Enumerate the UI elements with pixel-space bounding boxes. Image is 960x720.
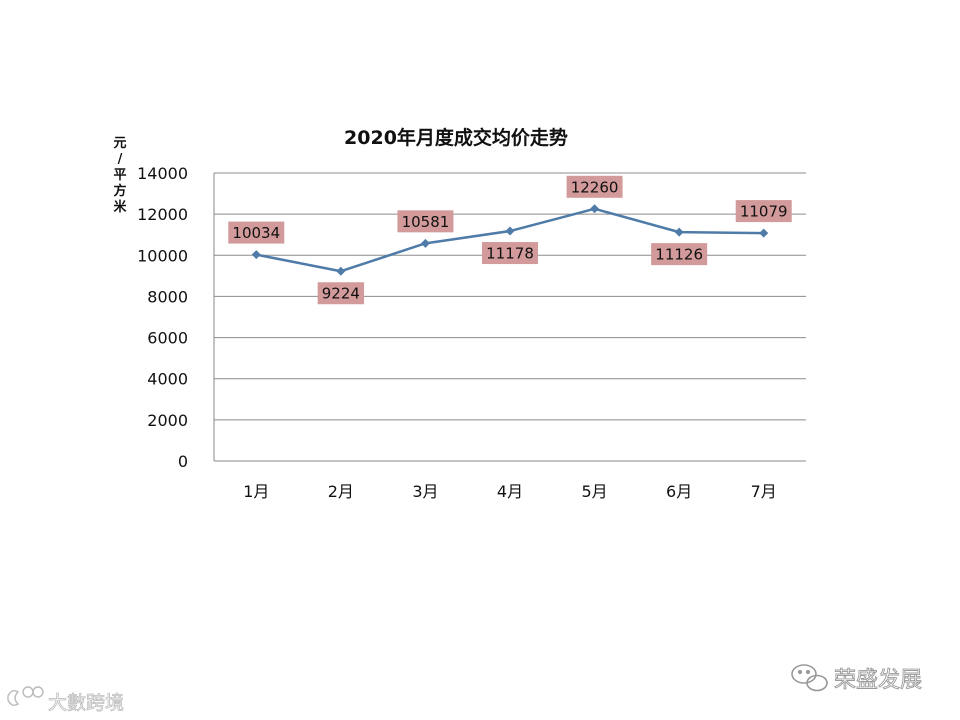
watermark-left-text: 大數跨境 bbox=[48, 692, 124, 714]
y-tick-label: 14000 bbox=[137, 164, 188, 183]
y-axis-label: 元/平方米 bbox=[113, 136, 127, 215]
data-label: 11178 bbox=[482, 242, 538, 265]
data-point bbox=[251, 250, 261, 260]
y-axis-label-char: / bbox=[118, 152, 123, 167]
data-label: 9224 bbox=[317, 282, 365, 305]
data-label-box bbox=[651, 243, 708, 266]
data-label-text: 9224 bbox=[322, 285, 360, 303]
y-tick-label: 2000 bbox=[147, 411, 188, 430]
y-axis-label-char: 方 bbox=[113, 183, 126, 199]
data-label: 11126 bbox=[651, 243, 708, 266]
data-label-text: 11126 bbox=[655, 246, 703, 264]
y-axis-label-char: 平 bbox=[113, 168, 126, 183]
data-label-box bbox=[735, 200, 792, 223]
data-label-text: 12260 bbox=[571, 178, 619, 196]
x-tick-label: 5月 bbox=[581, 482, 607, 501]
data-point bbox=[590, 204, 600, 214]
x-tick-label: 7月 bbox=[751, 482, 777, 501]
x-tick-label: 2月 bbox=[328, 482, 354, 501]
data-point bbox=[674, 227, 684, 237]
x-tick-label: 6月 bbox=[666, 482, 692, 501]
data-point bbox=[505, 226, 515, 236]
x-axis-ticks: 1月 2月 3月 4月 5月 6月 7月 bbox=[243, 482, 777, 501]
data-label: 10034 bbox=[228, 221, 285, 244]
data-label: 11079 bbox=[735, 200, 792, 223]
wechat-icon bbox=[791, 664, 828, 692]
wechat-watermark: 荣盛发展 bbox=[791, 664, 922, 693]
y-axis-ticks: 0 2000 4000 6000 8000 10000 12000 14000 bbox=[137, 164, 188, 471]
watermark-logo-icon bbox=[7, 686, 44, 707]
data-label-box bbox=[397, 210, 454, 233]
data-label: 10581 bbox=[397, 210, 454, 233]
y-axis-label-char: 元 bbox=[113, 136, 126, 151]
data-point bbox=[420, 238, 430, 248]
y-tick-label: 6000 bbox=[147, 329, 188, 348]
series-price bbox=[251, 204, 769, 276]
data-label-box bbox=[566, 175, 623, 198]
y-tick-label: 0 bbox=[178, 452, 188, 471]
gridlines bbox=[214, 172, 806, 421]
y-tick-label: 8000 bbox=[147, 287, 188, 306]
data-label-box bbox=[317, 282, 365, 305]
data-labels: 10034 9224 10581 11178 12260 11126 11079 bbox=[228, 175, 792, 305]
data-label-text: 10034 bbox=[232, 224, 280, 242]
watermark-right-text: 荣盛发展 bbox=[834, 668, 922, 693]
y-axis-label-char: 米 bbox=[113, 199, 127, 215]
data-label-box bbox=[228, 221, 285, 244]
x-tick-label: 3月 bbox=[412, 482, 438, 501]
data-label: 12260 bbox=[566, 175, 623, 198]
y-tick-label: 10000 bbox=[137, 246, 188, 265]
y-tick-label: 4000 bbox=[147, 370, 188, 389]
x-tick-label: 1月 bbox=[243, 482, 269, 501]
y-tick-label: 12000 bbox=[137, 205, 188, 224]
data-label-text: 11178 bbox=[486, 245, 534, 263]
chart-title: 2020年月度成交均价走势 bbox=[344, 126, 568, 149]
data-label-text: 10581 bbox=[402, 213, 450, 231]
data-point bbox=[336, 266, 346, 276]
data-label-text: 11079 bbox=[740, 203, 788, 221]
data-label-box bbox=[482, 242, 538, 265]
data-point bbox=[759, 228, 769, 238]
x-tick-label: 4月 bbox=[497, 482, 523, 501]
bottom-left-watermark: 大數跨境 bbox=[7, 686, 124, 714]
